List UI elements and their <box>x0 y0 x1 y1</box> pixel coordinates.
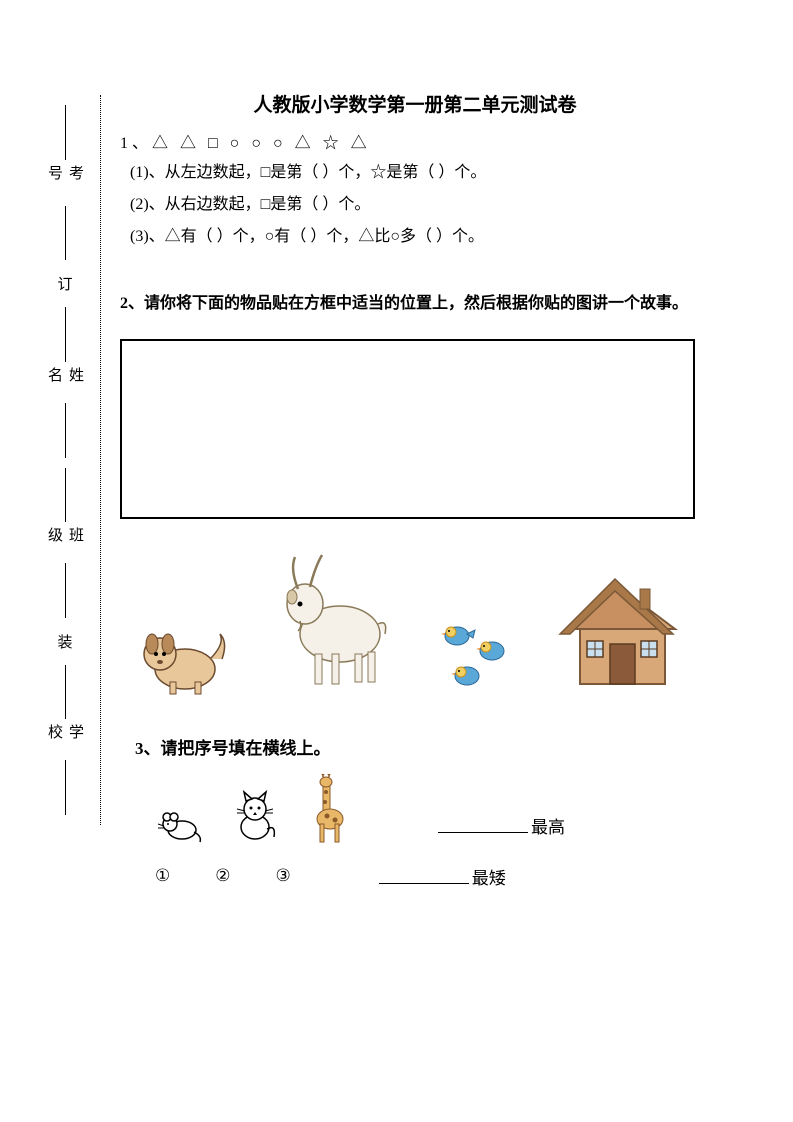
giraffe-icon <box>305 774 350 844</box>
school-label: 学校 <box>44 724 86 755</box>
shortest-label: 最矮 <box>472 869 506 888</box>
q3-num1: ① <box>155 866 170 886</box>
tallest-label: 最高 <box>531 818 565 837</box>
shortest-blank[interactable] <box>379 883 469 884</box>
q3-images: 最高 <box>150 774 710 844</box>
tallest-blank[interactable] <box>438 832 528 833</box>
binding-dotted-line <box>100 95 101 825</box>
page-title: 人教版小学数学第一册第二单元测试卷 <box>120 90 710 117</box>
mouse-icon <box>150 804 205 844</box>
name-field: 姓名 <box>44 302 86 462</box>
tallest-row: 最高 <box>435 813 565 838</box>
q3-numbers-row: ① ② ③ 最矮 <box>155 864 710 889</box>
school-field: 学校 <box>44 660 86 820</box>
q2-answer-box[interactable] <box>120 339 695 519</box>
exam-number-field: 考 号 <box>44 100 86 265</box>
q1-sub3: (3)、△有（ ）个，○有（ ）个，△比○多（ ）个。 <box>130 223 710 250</box>
name-label: 姓名 <box>44 367 86 398</box>
q1-shapes: △ △ □ ○ ○ ○ △ ☆ △ <box>152 135 371 152</box>
goat-icon <box>260 549 410 699</box>
house-icon <box>545 569 685 699</box>
marker-ding: 订 <box>57 273 72 294</box>
q3-num3: ③ <box>276 866 291 886</box>
q2-images-row <box>120 549 695 699</box>
class-label: 班级 <box>44 527 86 558</box>
birds-icon <box>430 609 525 699</box>
q2-text: 2、请你将下面的物品贴在方框中适当的位置上，然后根据你贴的图讲一个故事。 <box>120 286 710 321</box>
class-field: 班级 <box>44 463 86 623</box>
shortest-row: 最矮 <box>376 864 506 889</box>
q3-text: 3、请把序号填在横线上。 <box>135 734 710 759</box>
main-content: 人教版小学数学第一册第二单元测试卷 1、△ △ □ ○ ○ ○ △ ☆ △ (1… <box>120 90 710 889</box>
dog-icon <box>130 604 240 699</box>
q3-num2: ② <box>215 866 230 886</box>
q1-sub1: (1)、从左边数起，□是第（ ）个，☆是第（ ）个。 <box>130 159 710 186</box>
q1-sub2: (2)、从右边数起，□是第（ ）个。 <box>130 191 710 218</box>
q3-answer-lines: 最高 <box>435 807 565 844</box>
q1-prefix: 1、 <box>120 135 152 152</box>
marker-zhuang: 装 <box>57 631 72 652</box>
exam-number-label: 考 号 <box>44 165 86 201</box>
binding-sidebar: 考 号 订 姓名 班级 装 学校 <box>30 100 100 820</box>
q1-shapes-row: 1、△ △ □ ○ ○ ○ △ ☆ △ <box>120 129 710 153</box>
cat-icon <box>230 789 280 844</box>
